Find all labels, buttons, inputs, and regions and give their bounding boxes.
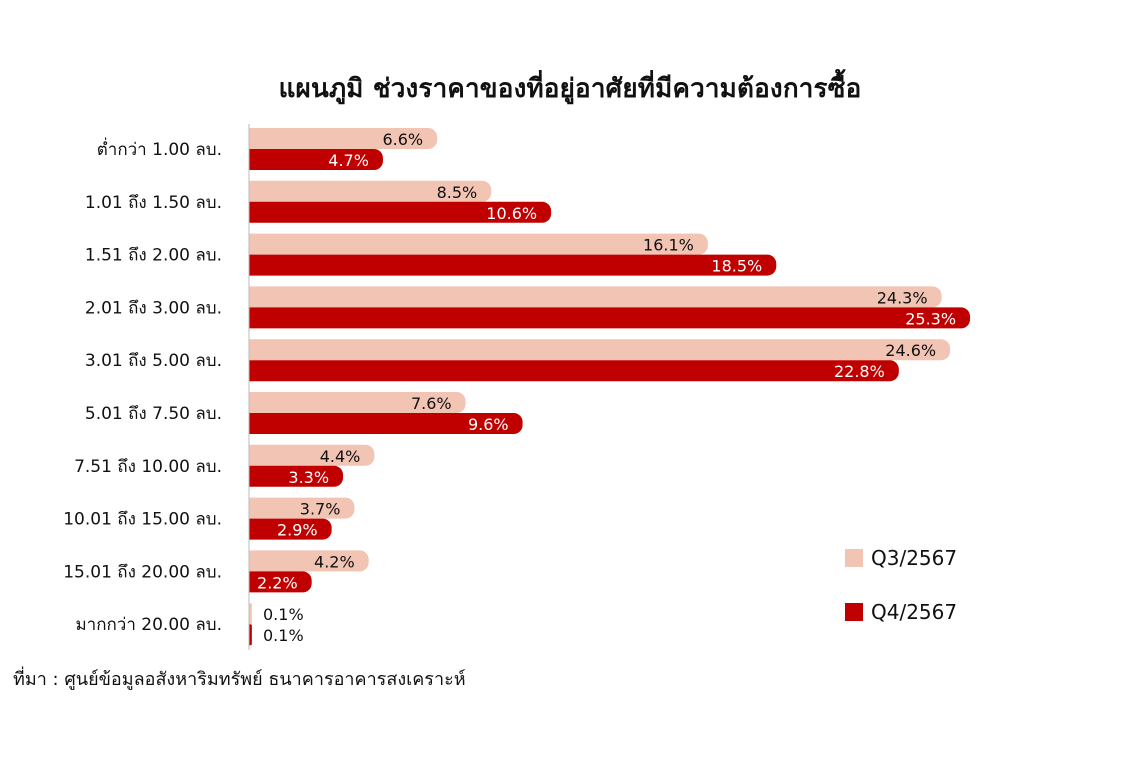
- data-label: 3.3%: [288, 468, 329, 487]
- category-label: มากกว่า 20.00 ลบ.: [75, 615, 222, 635]
- legend-swatch-q4: [845, 603, 863, 621]
- chart-title: แผนภูมิ ช่วงราคาของที่อยู่อาศัยที่มีความ…: [278, 74, 862, 104]
- category-label: 15.01 ถึง 20.00 ลบ.: [63, 562, 222, 582]
- data-label: 22.8%: [834, 362, 885, 381]
- bar-q4: [249, 201, 552, 223]
- category-label: 5.01 ถึง 7.50 ลบ.: [85, 404, 222, 424]
- category-label: 1.51 ถึง 2.00 ลบ.: [85, 246, 222, 266]
- data-label: 2.9%: [277, 521, 318, 540]
- data-label: 24.3%: [877, 288, 928, 307]
- bar-q3: [249, 180, 492, 202]
- bar-q4: [249, 149, 383, 170]
- bar-q3: [249, 233, 708, 255]
- bar-q4: [249, 624, 252, 646]
- bar-q3: [249, 339, 951, 361]
- bar-q3: [249, 497, 355, 519]
- data-label: 25.3%: [905, 309, 956, 328]
- data-label: 7.6%: [411, 394, 452, 413]
- category-label: 3.01 ถึง 5.00 ลบ.: [85, 351, 222, 371]
- data-label: 0.1%: [263, 605, 304, 624]
- bar-q3: [249, 603, 252, 625]
- data-label: 16.1%: [643, 236, 694, 255]
- bar-q4: [249, 254, 777, 276]
- legend-item-q3: Q3/2567: [845, 546, 957, 570]
- data-label: 4.4%: [320, 447, 361, 466]
- category-label: 10.01 ถึง 15.00 ลบ.: [63, 510, 222, 530]
- legend-label-q3: Q3/2567: [871, 546, 958, 570]
- category-label: 1.01 ถึง 1.50 ลบ.: [85, 193, 222, 213]
- legend-label-q4: Q4/2567: [871, 600, 958, 624]
- data-label: 24.6%: [885, 341, 936, 360]
- data-label: 8.5%: [437, 183, 478, 202]
- bar-q3: [249, 128, 438, 149]
- data-label: 18.5%: [711, 257, 762, 276]
- data-label: 0.1%: [263, 626, 304, 645]
- bar-q4: [249, 518, 332, 540]
- data-label: 9.6%: [468, 415, 509, 434]
- source-note: ที่มา : ศูนย์ข้อมูลอสังหาริมทรัพย์ ธนาคา…: [13, 669, 466, 690]
- category-label: ต่ำกว่า 1.00 ลบ.: [97, 137, 222, 160]
- bar-q3: [249, 550, 369, 572]
- bar-q4: [249, 360, 899, 382]
- bar-q4: [249, 571, 312, 593]
- bar-q3: [249, 392, 466, 413]
- data-label: 3.7%: [300, 500, 341, 519]
- bar-q3: [249, 444, 375, 466]
- legend-swatch-q3: [845, 549, 863, 567]
- legend-item-q4: Q4/2567: [845, 600, 957, 624]
- bar-q3: [249, 286, 942, 308]
- data-label: 4.7%: [328, 151, 369, 170]
- bar-q4: [249, 413, 523, 434]
- category-label: 7.51 ถึง 10.00 ลบ.: [74, 457, 222, 477]
- data-label: 6.6%: [382, 130, 423, 149]
- data-label: 2.2%: [257, 573, 298, 592]
- data-label: 4.2%: [314, 552, 355, 571]
- bar-q4: [249, 465, 344, 487]
- category-label: 2.01 ถึง 3.00 ลบ.: [85, 298, 222, 318]
- bar-q4: [249, 307, 971, 329]
- data-label: 10.6%: [486, 204, 537, 223]
